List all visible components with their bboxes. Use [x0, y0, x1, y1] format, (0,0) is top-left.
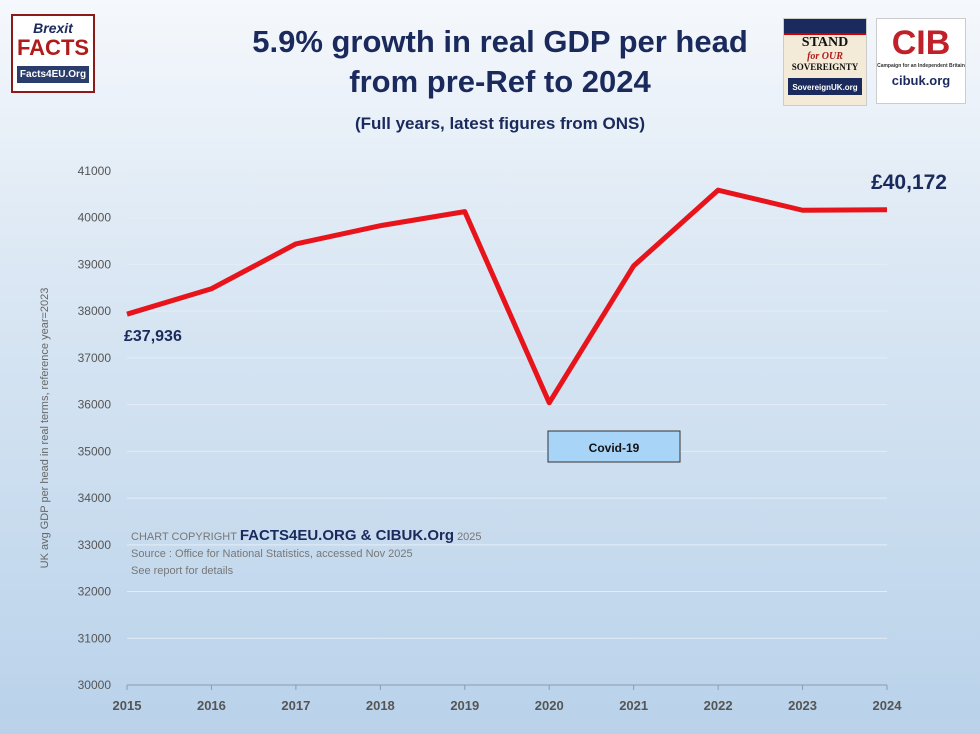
y-tick-label: 40000	[78, 211, 112, 225]
chart-title: 5.9% growth in real GDP per head from pr…	[150, 22, 850, 102]
x-tick-label: 2022	[704, 698, 733, 713]
y-tick-label: 34000	[78, 491, 112, 505]
stand-sovereignty-logo: STAND for OUR SOVEREIGNTY SovereignUK.or…	[783, 18, 867, 106]
logo-text: Facts4EU.Org	[17, 66, 89, 83]
y-tick-label: 36000	[78, 398, 112, 412]
logo-text: CIB	[891, 24, 951, 62]
y-tick-label: 38000	[78, 304, 112, 318]
title-line: 5.9% growth in real GDP per head	[252, 24, 748, 59]
logo-text: SovereignUK.org	[788, 78, 862, 95]
logo-text: Campaign for an Independent Britain	[877, 63, 965, 69]
y-axis-label: UK avg GDP per head in real terms, refer…	[39, 288, 51, 569]
copyright-year: 2025	[457, 531, 482, 543]
copyright-brand: FACTS4EU.ORG & CIBUK.Org	[239, 527, 454, 544]
cib-logo: CIB Campaign for an Independent Britain …	[876, 18, 966, 104]
x-tick-label: 2023	[788, 698, 817, 713]
x-tick-label: 2021	[619, 698, 648, 713]
y-tick-label: 37000	[78, 351, 112, 365]
covid-annotation-label: Covid-19	[589, 441, 640, 455]
logo-text: cibuk.org	[891, 73, 951, 88]
start-value-label: £37,936	[124, 328, 182, 345]
y-tick-label: 31000	[78, 631, 112, 645]
y-tick-label: 39000	[78, 257, 112, 271]
chart-subtitle: (Full years, latest figures from ONS)	[354, 114, 645, 133]
y-tick-label: 41000	[78, 164, 112, 178]
logo-text: STAND	[801, 35, 849, 50]
logo-text: SOVEREIGNTY	[791, 62, 859, 72]
covid-annotation-box	[547, 430, 681, 463]
x-tick-label: 2020	[535, 698, 564, 713]
title-line: from pre-Ref to 2024	[349, 64, 651, 99]
copyright-text: CHART COPYRIGHT FACTS4EU.ORG & CIBUK.Org…	[131, 527, 482, 544]
x-tick-label: 2024	[873, 698, 903, 713]
y-tick-label: 35000	[78, 444, 112, 458]
x-tick-label: 2019	[450, 698, 479, 713]
logo-text: FACTS	[16, 35, 90, 60]
data-line	[126, 187, 888, 406]
y-tick-label: 30000	[78, 678, 112, 692]
end-value-label: £40,172	[871, 171, 947, 194]
x-tick-label: 2016	[197, 698, 226, 713]
brexit-facts-logo: Brexit FACTS Facts4EU.Org	[11, 14, 95, 93]
copyright-prefix: CHART COPYRIGHT	[131, 531, 237, 543]
x-tick-label: 2015	[113, 698, 142, 713]
y-tick-label: 32000	[78, 585, 112, 599]
x-tick-label: 2018	[366, 698, 395, 713]
source-text: Source : Office for National Statistics,…	[131, 548, 413, 560]
note-text: See report for details	[131, 565, 234, 577]
logo-text: Brexit	[33, 20, 73, 36]
x-tick-label: 2017	[281, 698, 310, 713]
y-tick-label: 33000	[78, 538, 112, 552]
logo-text: for OUR	[807, 51, 843, 62]
